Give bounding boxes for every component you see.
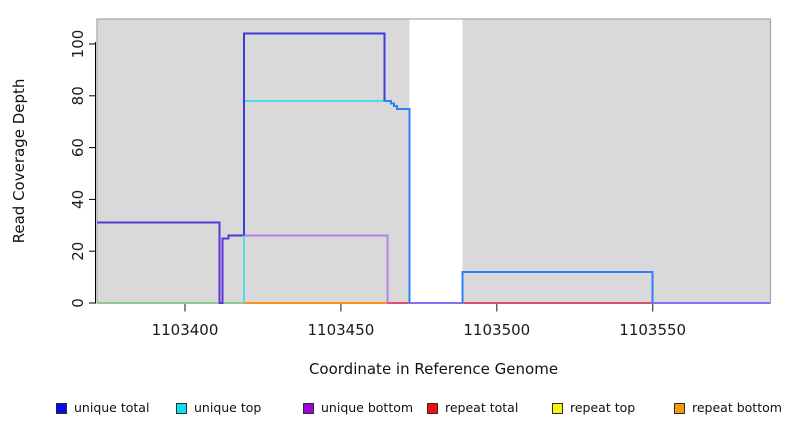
legend-swatch-unique-total (56, 402, 67, 414)
x-axis-title: Coordinate in Reference Genome (308, 360, 559, 378)
legend-label: unique bottom (321, 400, 414, 415)
x-tick-label: 1103400 (152, 321, 219, 339)
legend-item-unique-top: unique top (176, 399, 261, 417)
legend: unique total unique top unique bottom repea… (0, 399, 792, 419)
series-line (243, 32, 386, 236)
legend-swatch-repeat-total (427, 402, 438, 414)
y-tick-label: 40 (69, 190, 87, 209)
legend-item-repeat-bottom: repeat bottom (674, 399, 782, 417)
legend-label: repeat bottom (692, 400, 782, 415)
series-line (461, 270, 654, 303)
legend-label: unique total (74, 400, 150, 415)
legend-label: repeat top (570, 400, 636, 415)
y-tick-label: 80 (69, 86, 87, 105)
legend-swatch-unique-bottom (303, 402, 314, 414)
legend-item-repeat-top: repeat top (552, 399, 635, 417)
y-tick-label: 60 (69, 138, 87, 157)
legend-swatch-repeat-bottom (674, 402, 685, 414)
y-tick-label: 20 (69, 242, 87, 261)
x-tick-label: 1103500 (463, 321, 530, 339)
series-line (384, 99, 411, 303)
legend-item-unique-bottom: unique bottom (303, 399, 413, 417)
legend-swatch-repeat-top (552, 402, 563, 414)
legend-item-unique-total: unique total (56, 399, 149, 417)
legend-label: unique top (194, 400, 262, 415)
highlight-band (409, 19, 463, 303)
series-line (97, 221, 245, 304)
x-tick-label: 1103550 (619, 321, 686, 339)
legend-item-repeat-total: repeat total (427, 399, 518, 417)
y-axis-title: Read Coverage Depth (10, 78, 28, 244)
legend-swatch-unique-top (176, 402, 187, 414)
y-tick-label: 0 (69, 298, 87, 308)
y-tick-label: 100 (69, 30, 87, 59)
series-line (244, 234, 389, 303)
x-tick-label: 1103450 (307, 321, 374, 339)
legend-label: repeat total (445, 400, 519, 415)
